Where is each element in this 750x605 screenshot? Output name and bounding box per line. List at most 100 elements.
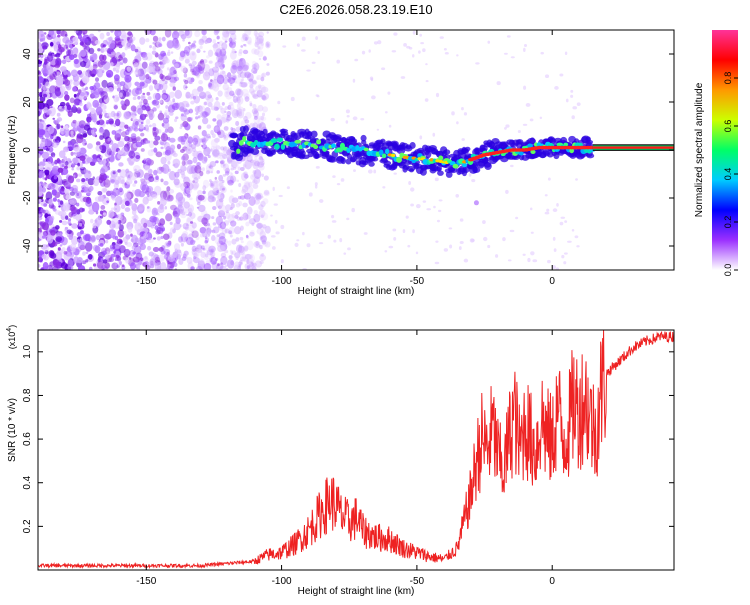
noise-speckle bbox=[140, 94, 146, 101]
noise-speckle bbox=[53, 135, 57, 140]
noise-speckle bbox=[244, 71, 251, 79]
noise-speckle bbox=[116, 112, 120, 117]
noise-speckle bbox=[130, 133, 137, 139]
noise-speckle bbox=[194, 165, 202, 174]
noise-speckle bbox=[55, 119, 60, 124]
noise-speckle bbox=[103, 178, 111, 188]
noise-speckle bbox=[176, 251, 183, 257]
noise-speckle bbox=[135, 70, 138, 73]
track-haze bbox=[328, 156, 337, 163]
noise-speckle bbox=[249, 102, 253, 107]
noise-speckle bbox=[141, 61, 148, 69]
noise-speckle bbox=[168, 195, 173, 200]
noise-speckle bbox=[220, 240, 223, 245]
noise-speckle bbox=[38, 34, 41, 39]
noise-speckle bbox=[185, 86, 188, 89]
noise-speckle bbox=[181, 173, 186, 178]
noise-speckle bbox=[166, 186, 171, 192]
noise-speckle bbox=[193, 95, 201, 104]
track-haze bbox=[349, 138, 358, 144]
noise-speckle bbox=[201, 137, 207, 142]
noise-speckle bbox=[260, 115, 265, 121]
noise-speckle bbox=[222, 146, 228, 152]
track-haze bbox=[406, 165, 416, 172]
noise-speckle-sparse bbox=[373, 41, 378, 45]
noise-speckle-sparse bbox=[274, 219, 278, 224]
noise-speckle bbox=[144, 181, 148, 185]
noise-speckle bbox=[236, 103, 241, 109]
noise-speckle-sparse bbox=[280, 224, 285, 230]
noise-speckle bbox=[67, 110, 73, 117]
noise-speckle bbox=[40, 208, 44, 213]
noise-speckle bbox=[57, 34, 61, 38]
noise-speckle bbox=[252, 183, 259, 189]
noise-speckle bbox=[184, 46, 191, 55]
noise-speckle bbox=[189, 260, 193, 264]
noise-speckle bbox=[230, 260, 234, 266]
noise-speckle-sparse bbox=[540, 51, 544, 55]
noise-speckle-sparse bbox=[290, 96, 295, 102]
noise-speckle bbox=[109, 190, 113, 194]
noise-speckle bbox=[79, 102, 83, 107]
noise-speckle bbox=[202, 190, 206, 195]
noise-speckle bbox=[133, 218, 138, 224]
noise-speckle bbox=[122, 236, 129, 243]
noise-speckle bbox=[120, 204, 126, 210]
noise-speckle bbox=[223, 215, 227, 220]
noise-speckle bbox=[188, 108, 194, 114]
noise-speckle bbox=[99, 234, 103, 239]
noise-speckle bbox=[146, 187, 152, 195]
noise-speckle bbox=[241, 32, 248, 40]
noise-speckle bbox=[244, 96, 250, 102]
noise-speckle-sparse bbox=[487, 40, 491, 44]
noise-speckle bbox=[213, 189, 218, 195]
noise-speckle bbox=[67, 265, 74, 270]
noise-speckle bbox=[70, 130, 74, 136]
noise-speckle-sparse bbox=[436, 219, 440, 223]
noise-speckle bbox=[152, 131, 158, 138]
noise-speckle bbox=[206, 124, 212, 129]
noise-speckle bbox=[67, 175, 75, 184]
noise-speckle bbox=[228, 195, 235, 204]
track-peak bbox=[588, 145, 595, 150]
noise-speckle bbox=[59, 160, 66, 168]
noise-speckle-sparse bbox=[270, 235, 276, 238]
noise-speckle bbox=[219, 51, 222, 55]
colorbar-tick-label: 0.6 bbox=[723, 120, 733, 133]
noise-speckle-isolated bbox=[473, 200, 479, 206]
spectrogram-x-tick-label: -100 bbox=[272, 276, 292, 287]
noise-speckle bbox=[174, 31, 180, 37]
noise-speckle bbox=[168, 72, 173, 78]
noise-speckle bbox=[186, 117, 192, 122]
noise-speckle-sparse bbox=[392, 228, 397, 232]
noise-speckle bbox=[244, 245, 249, 251]
noise-speckle bbox=[220, 252, 227, 258]
noise-speckle bbox=[244, 182, 251, 190]
noise-speckle bbox=[250, 229, 255, 235]
noise-speckle bbox=[184, 135, 189, 140]
noise-speckle bbox=[82, 130, 88, 138]
noise-speckle-sparse bbox=[505, 189, 509, 194]
noise-speckle bbox=[257, 151, 263, 158]
noise-speckle bbox=[243, 245, 249, 252]
noise-speckle bbox=[256, 77, 259, 81]
noise-speckle bbox=[185, 223, 189, 227]
noise-speckle bbox=[229, 32, 237, 41]
noise-speckle bbox=[199, 45, 203, 49]
noise-speckle bbox=[77, 240, 85, 250]
noise-speckle bbox=[174, 89, 183, 100]
noise-speckle bbox=[130, 111, 135, 116]
noise-speckle bbox=[166, 51, 171, 57]
noise-speckle bbox=[241, 172, 248, 182]
snr-panel: -150 -100 -50 0 0.20.40.60.81.0 Height of s… bbox=[6, 325, 675, 597]
track-blob bbox=[280, 143, 286, 150]
noise-speckle bbox=[249, 159, 257, 166]
noise-speckle bbox=[241, 256, 249, 262]
track-blob bbox=[569, 148, 575, 154]
noise-speckle bbox=[221, 42, 228, 51]
noise-speckle bbox=[184, 79, 189, 85]
noise-speckle bbox=[256, 228, 264, 235]
noise-speckle-sparse bbox=[544, 74, 550, 79]
noise-speckle bbox=[194, 140, 201, 147]
noise-speckle bbox=[113, 222, 121, 229]
